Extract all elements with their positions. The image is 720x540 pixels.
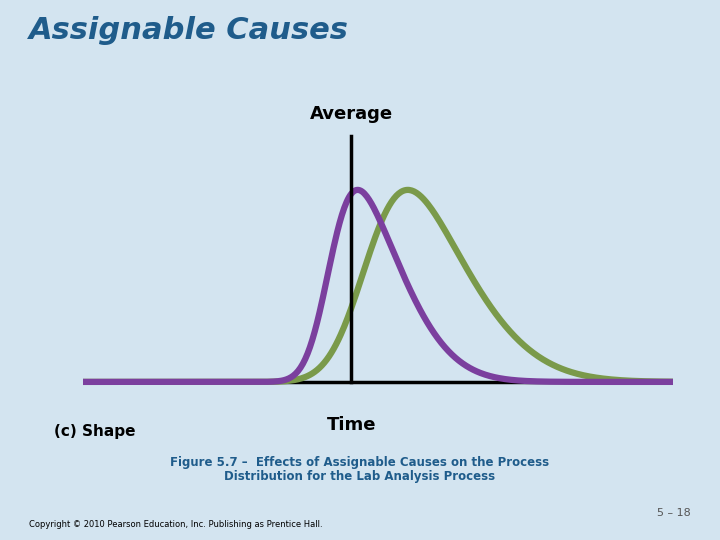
Text: Average: Average	[310, 105, 392, 123]
Text: Copyright © 2010 Pearson Education, Inc. Publishing as Prentice Hall.: Copyright © 2010 Pearson Education, Inc.…	[29, 520, 323, 529]
Text: Assignable Causes: Assignable Causes	[29, 16, 348, 45]
Text: Time: Time	[326, 416, 376, 435]
Text: (c) Shape: (c) Shape	[54, 424, 135, 439]
Text: 5 – 18: 5 – 18	[657, 508, 691, 518]
Text: Distribution for the Lab Analysis Process: Distribution for the Lab Analysis Proces…	[225, 470, 495, 483]
Text: Figure 5.7 –  Effects of Assignable Causes on the Process: Figure 5.7 – Effects of Assignable Cause…	[171, 456, 549, 469]
